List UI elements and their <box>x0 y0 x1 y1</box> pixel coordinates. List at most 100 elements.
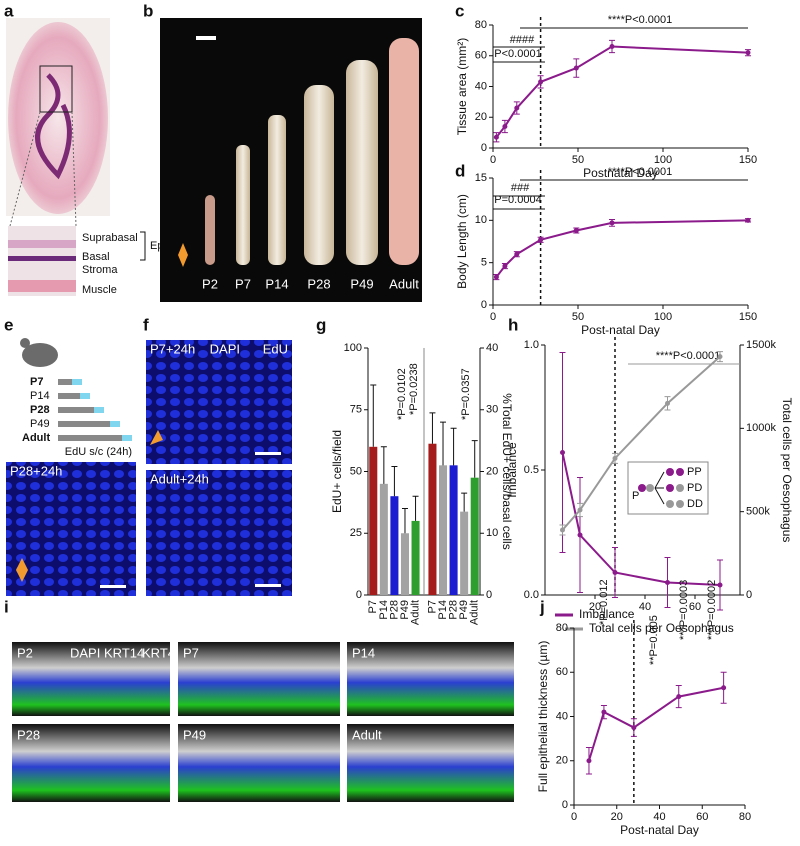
scale-bar <box>255 584 281 587</box>
data-point <box>502 263 508 269</box>
y-axis-label: Full epithelial thickness (µm) <box>536 641 550 793</box>
panel-label: a <box>4 1 14 20</box>
inset-layer <box>8 256 76 261</box>
data-point <box>609 220 615 226</box>
age-label: P49 <box>30 418 50 430</box>
x-tick-label: 100 <box>654 154 672 166</box>
y-tick-label: 1.0 <box>524 339 539 351</box>
histology-section <box>8 22 108 214</box>
bar <box>369 446 378 595</box>
fate-label: PD <box>687 482 702 494</box>
cell <box>676 484 684 492</box>
scale-bar <box>100 585 126 588</box>
age-label: Adult <box>22 432 50 444</box>
age-label: P28 <box>30 404 50 416</box>
bar <box>411 520 420 595</box>
error-bar <box>401 508 408 534</box>
series-line <box>495 219 749 278</box>
data-point <box>560 450 565 455</box>
error-bar <box>412 495 419 521</box>
data-point <box>612 570 618 575</box>
y-tick-label: 0 <box>356 589 362 601</box>
stain-label: DAPI <box>210 341 240 356</box>
data-point <box>665 580 670 585</box>
series-line <box>495 45 749 138</box>
organs-image <box>160 18 422 302</box>
data-point <box>538 79 544 85</box>
bar <box>449 465 458 595</box>
error-bar <box>440 421 447 466</box>
data-point <box>676 694 682 700</box>
y2-tick-label: 10 <box>486 527 498 539</box>
edu-window <box>94 407 104 413</box>
organs-panel: P2 P7 P14 P28 P49 Adult <box>160 18 422 302</box>
timeline <box>58 407 94 413</box>
layer-label: Suprabasal <box>82 232 138 244</box>
data-point <box>745 50 751 56</box>
bar <box>400 533 409 595</box>
timeline <box>58 435 122 441</box>
y-tick-label: 20 <box>556 755 568 767</box>
x-tick-label: 80 <box>739 811 751 823</box>
data-point <box>502 123 508 129</box>
data-point <box>573 65 579 71</box>
mouse-ear <box>20 338 30 348</box>
y-tick-label: 100 <box>344 342 362 354</box>
y-tick-label: 10 <box>475 214 487 226</box>
fate-label: DD <box>687 498 703 510</box>
micrograph <box>146 340 292 464</box>
layer-label: Basal <box>82 251 110 263</box>
data-point <box>514 251 520 257</box>
organ <box>389 38 419 265</box>
x-tick-label: 100 <box>654 311 672 323</box>
cell <box>676 500 684 508</box>
error-bar <box>450 427 457 466</box>
stain-label: KRT4 <box>142 645 175 660</box>
x-tick-label: 150 <box>739 154 757 166</box>
layer-label: Muscle <box>82 284 117 296</box>
organ-label: Adult <box>389 276 419 291</box>
annotation: ****P<0.0001 <box>608 166 673 178</box>
organ <box>346 60 378 265</box>
annotation: ****P<0.0001 <box>608 14 673 26</box>
section-label: P14 <box>352 645 375 660</box>
timeline <box>58 421 110 427</box>
x-tick-label: Adult <box>469 600 481 625</box>
data-point <box>631 725 637 731</box>
y2-axis-label: %Total EdU+ cells/basal cells <box>500 393 514 549</box>
organ-label: P49 <box>350 276 373 291</box>
y2-axis-label: Total cells per Oesophagus <box>780 398 794 543</box>
section-label: Adult <box>352 727 382 742</box>
error-bar <box>461 492 468 512</box>
bar <box>379 483 388 595</box>
error-bar <box>429 412 436 444</box>
data-point <box>717 354 723 360</box>
data-point <box>538 237 544 243</box>
y-tick-label: 0.5 <box>524 464 539 476</box>
section-image <box>347 724 514 802</box>
section-image <box>12 724 170 802</box>
x-tick-label: 60 <box>689 601 701 613</box>
orientation-marker <box>150 430 163 445</box>
x-tick-label: P28 <box>388 600 400 620</box>
micrograph <box>6 462 136 596</box>
scale-bar <box>196 36 216 40</box>
section-image <box>178 724 340 802</box>
y-tick-label: 25 <box>350 527 362 539</box>
inset-root: P <box>632 490 639 502</box>
organ-label: P7 <box>235 276 251 291</box>
cell <box>666 468 674 476</box>
image-label: P28+24h <box>10 463 62 478</box>
y2-tick-label: 1500k <box>746 339 776 351</box>
panel-label: d <box>455 161 465 180</box>
mouse-icon <box>22 343 58 367</box>
data-point <box>573 227 579 233</box>
data-point <box>577 507 583 513</box>
x-axis-label: Post-natal Day <box>581 323 660 337</box>
x-tick-label: 60 <box>696 811 708 823</box>
edu-window <box>72 379 82 385</box>
x-tick-label: 50 <box>572 311 584 323</box>
panel-label: b <box>143 1 153 20</box>
y-tick-label: 5 <box>481 257 487 269</box>
